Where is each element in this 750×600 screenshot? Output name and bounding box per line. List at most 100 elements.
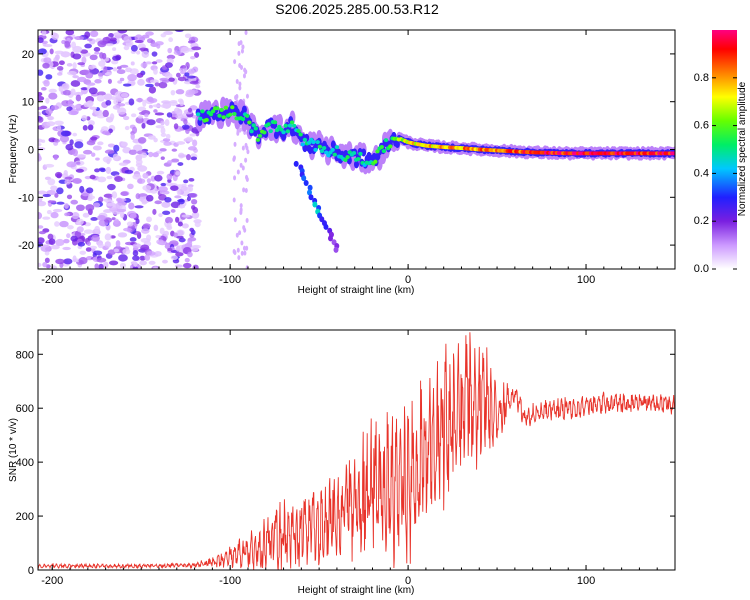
ridge-core <box>262 130 267 135</box>
noise-speck <box>80 87 89 91</box>
noise-speck <box>147 135 156 140</box>
noise-speck <box>78 257 88 265</box>
noise-speck <box>160 156 165 160</box>
noise-speck <box>38 153 41 161</box>
noise-speck <box>62 89 72 96</box>
noise-speck <box>238 127 242 133</box>
noise-speck <box>175 252 184 257</box>
noise-speck <box>188 89 199 94</box>
noise-speck <box>161 79 170 83</box>
noise-speck <box>238 81 242 87</box>
noise-speck <box>83 229 94 234</box>
noise-speck <box>171 158 180 163</box>
ridge-core <box>383 138 389 143</box>
noise-speck <box>50 105 60 111</box>
noise-speck <box>141 50 149 58</box>
ridge-core <box>245 113 250 118</box>
noise-speck <box>162 210 171 216</box>
noise-speck <box>146 250 156 256</box>
noise-speck <box>47 178 56 186</box>
noise-speck <box>166 112 173 118</box>
noise-speck <box>117 30 128 34</box>
noise-speck <box>79 250 87 255</box>
noise-speck <box>136 72 144 78</box>
noise-speck <box>173 107 181 114</box>
noise-speck <box>132 250 139 257</box>
noise-speck <box>244 187 248 193</box>
noise-speck <box>66 233 71 239</box>
noise-speck <box>128 202 135 210</box>
noise-speck <box>70 199 79 205</box>
ridge-core <box>351 151 357 156</box>
noise-speck <box>181 214 191 218</box>
noise-speck <box>167 160 173 165</box>
noise-speck <box>67 225 74 230</box>
noise-speck <box>242 187 246 193</box>
noise-speck <box>75 94 82 102</box>
noise-speck <box>65 30 75 36</box>
colorbar-tick-label: 0.8 <box>694 72 709 84</box>
noise-speck <box>112 47 117 51</box>
noise-speck <box>177 98 184 103</box>
noise-speck <box>158 213 163 218</box>
noise-speck <box>97 40 107 48</box>
noise-speck <box>160 33 167 38</box>
ridge-core <box>208 112 214 117</box>
ridge-core <box>223 105 229 110</box>
noise-speck <box>137 115 144 119</box>
noise-speck <box>146 216 152 223</box>
noise-speck <box>43 44 53 48</box>
noise-speck <box>104 241 112 249</box>
noise-speck <box>85 82 96 86</box>
noise-speck <box>239 203 243 209</box>
noise-speck <box>54 50 65 55</box>
noise-speck <box>92 145 102 151</box>
branch-blob <box>301 175 307 182</box>
noise-speck <box>241 44 245 50</box>
spectrogram-x-label: Height of straight line (km) <box>298 285 415 296</box>
noise-speck <box>242 225 246 231</box>
noise-speck <box>240 240 244 246</box>
noise-speck <box>70 80 81 87</box>
snr-frame <box>37 329 676 571</box>
noise-speck <box>191 198 198 205</box>
ridge-core <box>672 151 675 156</box>
colorbar-tick-label: 0.6 <box>694 120 709 132</box>
noise-speck <box>107 183 116 191</box>
noise-speck <box>90 136 98 141</box>
noise-speck <box>97 214 106 221</box>
noise-speck <box>245 174 249 180</box>
noise-speck <box>195 84 201 89</box>
noise-speck <box>64 176 73 180</box>
noise-speck <box>145 83 154 88</box>
noise-speck <box>59 220 69 228</box>
noise-speck <box>94 225 101 234</box>
snr-axes: -200 -100 0 100 0 200 400 600 800 <box>16 330 676 587</box>
noise-speck <box>132 173 142 180</box>
noise-speck <box>153 68 158 75</box>
noise-speck <box>64 203 69 209</box>
noise-speck <box>114 176 123 183</box>
ridge-core <box>251 123 256 128</box>
snr-y-label: SNR (10 * v/v) <box>8 418 19 482</box>
noise-speck <box>84 31 91 38</box>
noise-speck <box>148 104 153 109</box>
noise-speck <box>38 37 44 44</box>
noise-speck <box>151 61 158 65</box>
ridge-core <box>373 159 378 164</box>
ridge-core <box>298 132 303 137</box>
noise-speck <box>178 154 188 158</box>
noise-speck <box>106 202 114 207</box>
noise-speck <box>47 115 55 121</box>
noise-speck <box>119 77 125 82</box>
colorbar-axes: 0.0 0.2 0.4 0.6 0.8 <box>694 72 737 275</box>
noise-speck <box>72 149 78 157</box>
noise-speck <box>71 41 77 49</box>
noise-speck <box>244 30 248 36</box>
noise-speck <box>169 101 178 106</box>
noise-speck <box>64 179 72 185</box>
noise-speck <box>38 200 47 207</box>
ridge-core <box>240 117 246 122</box>
noise-speck <box>67 70 77 76</box>
noise-speck <box>112 105 121 110</box>
